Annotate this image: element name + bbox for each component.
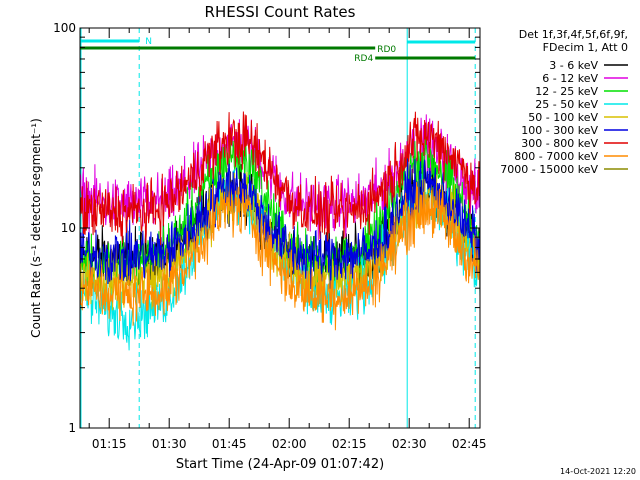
x-tick-label: 01:45 — [212, 437, 247, 451]
legend-entry-label: 12 - 25 keV — [535, 85, 598, 98]
legend-header-line-2: FDecim 1, Att 0 — [543, 41, 628, 54]
series-layer — [79, 111, 481, 351]
series-line-100-300-kev — [79, 148, 481, 290]
y-tick-label: 10 — [61, 221, 76, 235]
series-line-300-800-kev — [79, 111, 481, 246]
legend-entry-label: 25 - 50 keV — [535, 98, 598, 111]
legend-entry-label: 800 - 7000 keV — [514, 150, 598, 163]
y-axis-label: Count Rate (s⁻¹ detector segment⁻¹) — [29, 118, 43, 338]
legend-entry-label: 300 - 800 keV — [521, 137, 598, 150]
footer-date: 14-Oct-2021 12:20 — [560, 467, 636, 476]
status-bar-layer: N RD0 RD4 — [80, 37, 476, 64]
legend: Det 1f,3f,4f,5f,6f,9f, FDecim 1, Att 0 3… — [500, 28, 628, 176]
attenuator-state-label: N — [145, 37, 152, 47]
decimation-state-label: RD4 — [354, 54, 373, 64]
axis-layer: 01:15 01:30 01:45 02:00 02:15 02:30 02:45 1 10 10… — [53, 21, 486, 451]
legend-entry-label: 3 - 6 keV — [549, 59, 598, 72]
series-line-800-7000-kev — [79, 181, 481, 331]
x-tick-label: 01:15 — [92, 437, 127, 451]
x-tick-label: 02:45 — [452, 437, 487, 451]
x-tick-label: 01:30 — [152, 437, 187, 451]
legend-entry-label: 100 - 300 keV — [521, 124, 598, 137]
chart-title: RHESSI Count Rates — [205, 3, 356, 21]
y-tick-label: 1 — [68, 421, 76, 435]
decimation-state-label: RD0 — [377, 45, 396, 55]
x-tick-label: 02:30 — [392, 437, 427, 451]
y-tick-label: 100 — [53, 21, 76, 35]
x-tick-label: 02:00 — [272, 437, 307, 451]
x-axis-label: Start Time (24-Apr-09 01:07:42) — [176, 457, 384, 472]
legend-header-line-1: Det 1f,3f,4f,5f,6f,9f, — [519, 28, 628, 41]
legend-entry-label: 7000 - 15000 keV — [500, 163, 598, 176]
legend-entry-label: 50 - 100 keV — [528, 111, 598, 124]
legend-entry-label: 6 - 12 keV — [542, 72, 598, 85]
x-tick-label: 02:15 — [332, 437, 367, 451]
